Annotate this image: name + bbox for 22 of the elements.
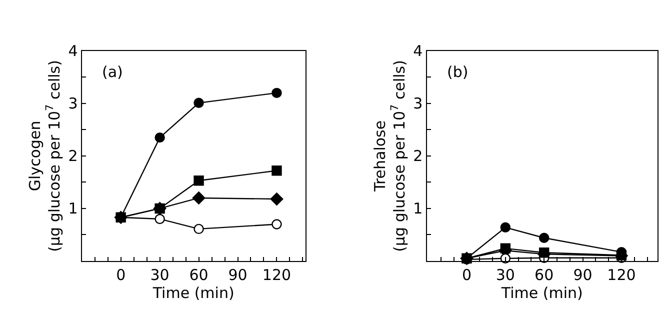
x-tick-label: 30 (150, 266, 170, 284)
y-tick-label: 4 (68, 42, 78, 60)
x-axis-title: Time (min) (152, 284, 234, 302)
y-tick-label: 2 (413, 147, 423, 166)
x-tick-label: 90 (228, 266, 248, 284)
x-tick-label: 0 (116, 266, 126, 284)
y-tick-label: 4 (413, 42, 423, 60)
y-tick-label: 1 (68, 200, 78, 218)
annotation: (a) (102, 63, 123, 81)
x-tick-label: 0 (462, 266, 472, 284)
x-axis-title: Time (min) (500, 284, 583, 302)
y-tick-label: 3 (68, 94, 78, 113)
x-tick-label: 30 (496, 266, 515, 284)
x-tick-label: 90 (573, 266, 592, 284)
y-tick-label: 2 (68, 147, 78, 166)
y-tick-label: 3 (413, 94, 423, 113)
annotation: (b) (447, 63, 468, 81)
x-tick-label: 120 (262, 266, 292, 284)
x-tick-label: 60 (189, 266, 208, 284)
x-tick-label: 120 (607, 266, 636, 284)
x-tick-label: 60 (534, 266, 554, 284)
y-tick-label: 1 (413, 200, 423, 218)
